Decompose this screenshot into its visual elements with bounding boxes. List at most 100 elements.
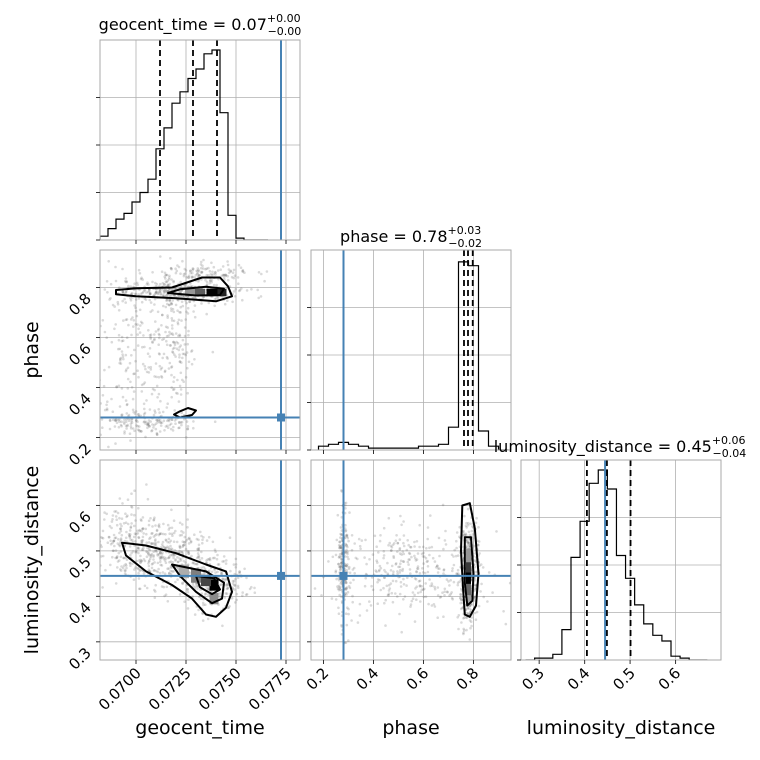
scatter-point [141,516,145,519]
scatter-point [410,555,413,559]
scatter-point [402,552,406,556]
scatter-point [186,526,189,529]
scatter-point [227,268,231,271]
scatter-point [140,541,144,544]
scatter-point [208,269,212,273]
scatter-point [178,346,181,349]
scatter-point [131,550,135,553]
scatter-point [188,300,192,304]
scatter-point [152,554,155,557]
title-geocent_time: geocent_time = 0.07+0.00 −0.00 [99,12,302,38]
scatter-point [419,600,422,603]
scatter-point [147,329,150,332]
scatter-point [473,544,476,548]
scatter-point [408,568,412,571]
scatter-point [451,569,454,573]
scatter-point [151,525,154,528]
scatter-point [154,362,158,365]
scatter-point [224,273,227,277]
density-cell [466,583,471,596]
scatter-point [462,632,465,636]
scatter-point [224,273,228,277]
scatter-point [183,541,186,544]
scatter-point [338,566,342,569]
scatter-point [179,280,182,284]
scatter-point [477,604,481,608]
hist-luminosity_distance-grid [521,460,721,660]
scatter-point [384,598,388,602]
scatter-point [378,564,382,568]
scatter-point [340,561,343,564]
scatter-point [95,297,98,300]
scatter-point [436,567,440,570]
scatter-point [191,271,194,275]
scatter-point [413,554,416,558]
scatter-point [134,410,138,413]
scatter-point [439,595,443,599]
scatter-point [215,295,219,299]
scatter-point [169,267,173,270]
scatter-point [163,283,166,286]
scatter-point [218,595,222,598]
scatter-point [376,580,379,584]
scatter-point [115,556,119,559]
scatter-point [121,395,125,399]
scatter-point [130,421,134,424]
scatter-point [480,582,483,586]
scatter-point [402,541,405,545]
scatter-point [147,423,150,427]
scatter-point [134,540,137,543]
scatter-point [208,558,212,562]
scatter-point [162,352,166,356]
scatter-point [169,565,173,568]
plot-text: 0.20.40.60.80.0700 0.0725 0.0750 0.07750.30… [21,12,746,739]
scatter-point [180,411,183,415]
scatter-point [168,555,171,558]
scatter-point [169,307,173,310]
scatter-point [122,564,126,567]
scatter-point [123,418,126,422]
scatter-point [89,540,92,543]
scatter-point [475,516,478,520]
scatter-point [166,402,169,406]
scatter-point [177,426,180,430]
scatter-point [189,540,193,544]
scatter-point [142,546,145,550]
scatter-point [344,586,348,590]
scatter-point [413,540,416,544]
scatter-point [161,410,165,414]
scatter-point [443,587,447,591]
scatter-point [181,348,184,351]
scatter-point [119,522,122,526]
scatter-point [136,283,139,287]
scatter-point [100,545,103,549]
contour-outer-0 [115,276,233,303]
scatter-point [128,529,132,532]
scatter-point [183,326,187,329]
scatter-point [346,545,349,549]
scatter-point [130,354,133,357]
scatter-point [177,420,181,424]
scatter-points [95,255,269,449]
scatter-point [150,566,154,570]
scatter-point [171,548,174,551]
scatter-point [344,501,348,505]
scatter-point [170,309,173,313]
scatter-point [206,617,210,621]
scatter-point [168,526,171,530]
scatter-point [208,279,212,283]
scatter-point [185,538,188,542]
scatter-point [128,432,132,436]
scatter-point [201,541,204,545]
scatter-point [345,534,348,538]
density-cell [466,571,471,585]
scatter-point [421,567,424,570]
scatter-point [149,555,153,558]
scatter-point [124,420,128,424]
scatter-point [139,429,143,433]
scatter-point [200,550,203,554]
scatter-point [224,584,228,587]
scatter-point [308,576,311,579]
scatter-point [124,290,128,294]
scatter-point [199,263,203,266]
